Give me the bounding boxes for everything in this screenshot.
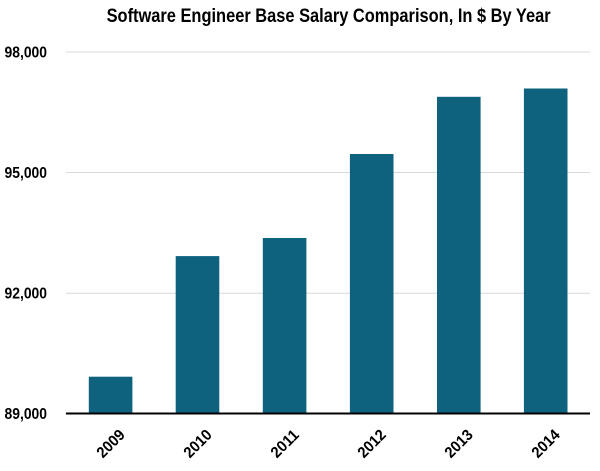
svg-text:98,000: 98,000 [5,45,48,62]
svg-text:92,000: 92,000 [5,286,48,303]
svg-text:95,000: 95,000 [5,165,48,182]
svg-text:89,000: 89,000 [5,406,48,423]
svg-text:Software Engineer Base Salary: Software Engineer Base Salary Comparison… [107,5,551,27]
